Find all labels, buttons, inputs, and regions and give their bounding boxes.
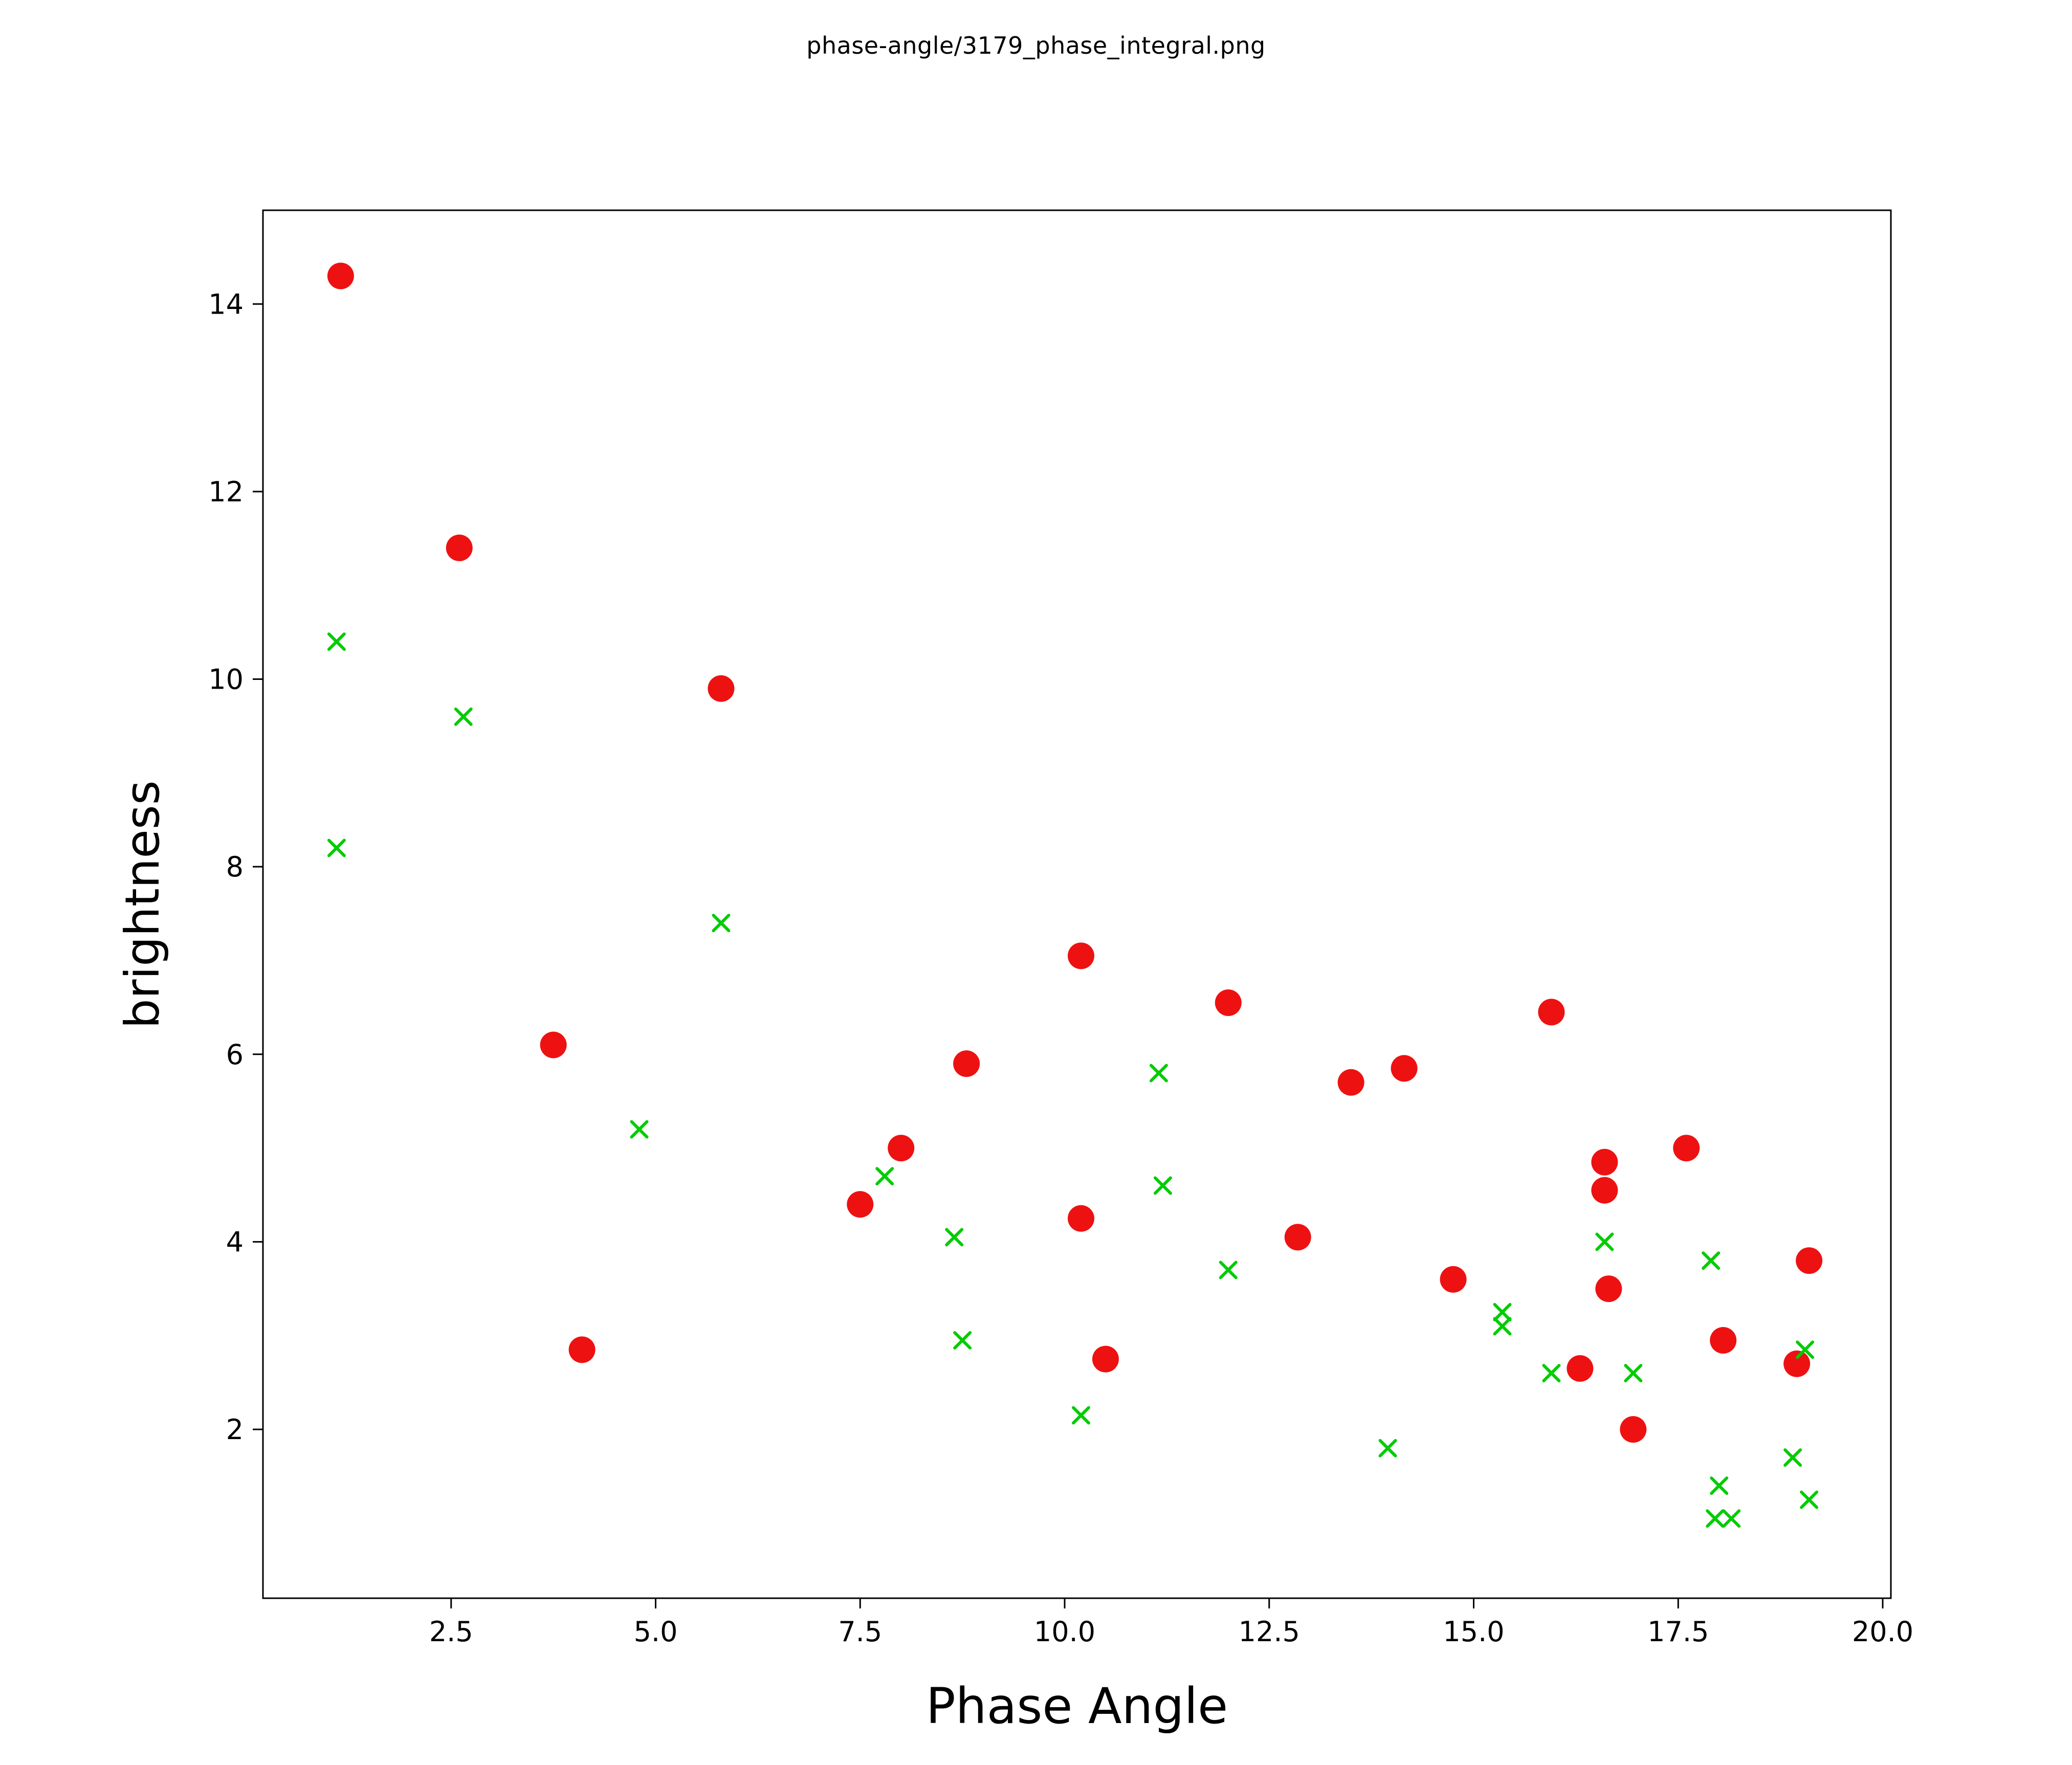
data-point-green-crosses [1595, 1232, 1614, 1251]
y-tick-label: 10 [208, 664, 244, 696]
data-point-green-crosses [327, 839, 346, 857]
data-point-red-circles [1595, 1275, 1622, 1303]
data-point-green-crosses [454, 707, 473, 726]
axis-ticks: 2.5 5.0 7.5 10.0 12.5 15.0 17.5 20.0 2 4 6 8 10 12 14 [208, 288, 1913, 1648]
y-tick-label: 8 [226, 851, 244, 883]
x-tick-label: 15.0 [1443, 1616, 1504, 1648]
data-point-red-circles [1284, 1224, 1311, 1251]
data-point-red-circles [1783, 1350, 1811, 1377]
x-tick-label: 17.5 [1647, 1616, 1709, 1648]
x-axis-label: Phase Angle [926, 1678, 1228, 1735]
data-point-red-circles [953, 1050, 980, 1077]
data-point-red-circles [1440, 1266, 1467, 1293]
data-point-green-crosses [1624, 1364, 1643, 1383]
data-point-green-crosses [1219, 1261, 1238, 1279]
data-point-red-circles [847, 1191, 874, 1218]
data-point-green-crosses [712, 914, 731, 933]
data-point-red-circles [1673, 1135, 1700, 1162]
data-point-green-crosses [953, 1331, 972, 1350]
data-point-green-crosses [1800, 1490, 1819, 1509]
data-point-red-circles [708, 675, 735, 702]
data-point-red-circles [327, 262, 354, 290]
data-point-green-crosses [630, 1120, 649, 1139]
data-point-red-circles [1538, 999, 1565, 1026]
data-point-green-crosses [1378, 1439, 1397, 1458]
data-point-red-circles [1067, 942, 1094, 969]
data-point-red-circles [1067, 1205, 1094, 1232]
data-point-red-circles [1092, 1345, 1119, 1373]
x-tick-label: 10.0 [1034, 1616, 1095, 1648]
y-tick-label: 14 [208, 288, 244, 320]
data-point-red-circles [888, 1135, 915, 1162]
data-point-red-circles [1796, 1247, 1823, 1274]
y-tick-label: 12 [208, 476, 244, 508]
x-tick-label: 12.5 [1239, 1616, 1300, 1648]
data-point-green-crosses [1071, 1406, 1090, 1425]
data-point-green-crosses [1722, 1509, 1741, 1528]
data-point-red-circles [446, 534, 473, 561]
data-point-red-circles [1710, 1327, 1737, 1354]
data-point-green-crosses [327, 632, 346, 651]
data-points [327, 262, 1823, 1528]
data-point-green-crosses [1542, 1364, 1561, 1383]
data-point-green-crosses [1796, 1340, 1815, 1359]
data-point-green-crosses [1149, 1064, 1168, 1083]
data-point-red-circles [1620, 1416, 1647, 1443]
data-point-green-crosses [1702, 1251, 1721, 1270]
figure-title: phase-angle/3179_phase_integral.png [806, 32, 1266, 59]
y-tick-label: 2 [226, 1414, 244, 1446]
data-point-red-circles [1591, 1149, 1618, 1176]
x-tick-label: 5.0 [634, 1616, 678, 1648]
data-point-green-crosses [875, 1167, 894, 1186]
data-point-green-crosses [1706, 1509, 1725, 1528]
y-tick-label: 6 [226, 1039, 244, 1071]
y-axis-label: brightness [115, 780, 170, 1028]
data-point-green-crosses [1493, 1303, 1512, 1321]
x-tick-label: 2.5 [429, 1616, 473, 1648]
y-tick-label: 4 [226, 1226, 244, 1258]
data-point-green-crosses [945, 1228, 964, 1247]
data-point-green-crosses [1153, 1176, 1172, 1195]
data-point-red-circles [1215, 989, 1242, 1016]
data-point-red-circles [568, 1336, 596, 1363]
data-point-green-crosses [1710, 1476, 1729, 1495]
data-point-red-circles [1337, 1069, 1364, 1096]
data-point-green-crosses [1783, 1448, 1802, 1467]
plot-border [262, 209, 1892, 1599]
data-point-red-circles [540, 1031, 567, 1058]
data-point-red-circles [1591, 1177, 1618, 1204]
x-tick-label: 7.5 [838, 1616, 882, 1648]
data-point-green-crosses [1493, 1317, 1512, 1336]
x-tick-label: 20.0 [1852, 1616, 1913, 1648]
data-point-red-circles [1391, 1055, 1418, 1082]
data-point-red-circles [1567, 1355, 1594, 1382]
